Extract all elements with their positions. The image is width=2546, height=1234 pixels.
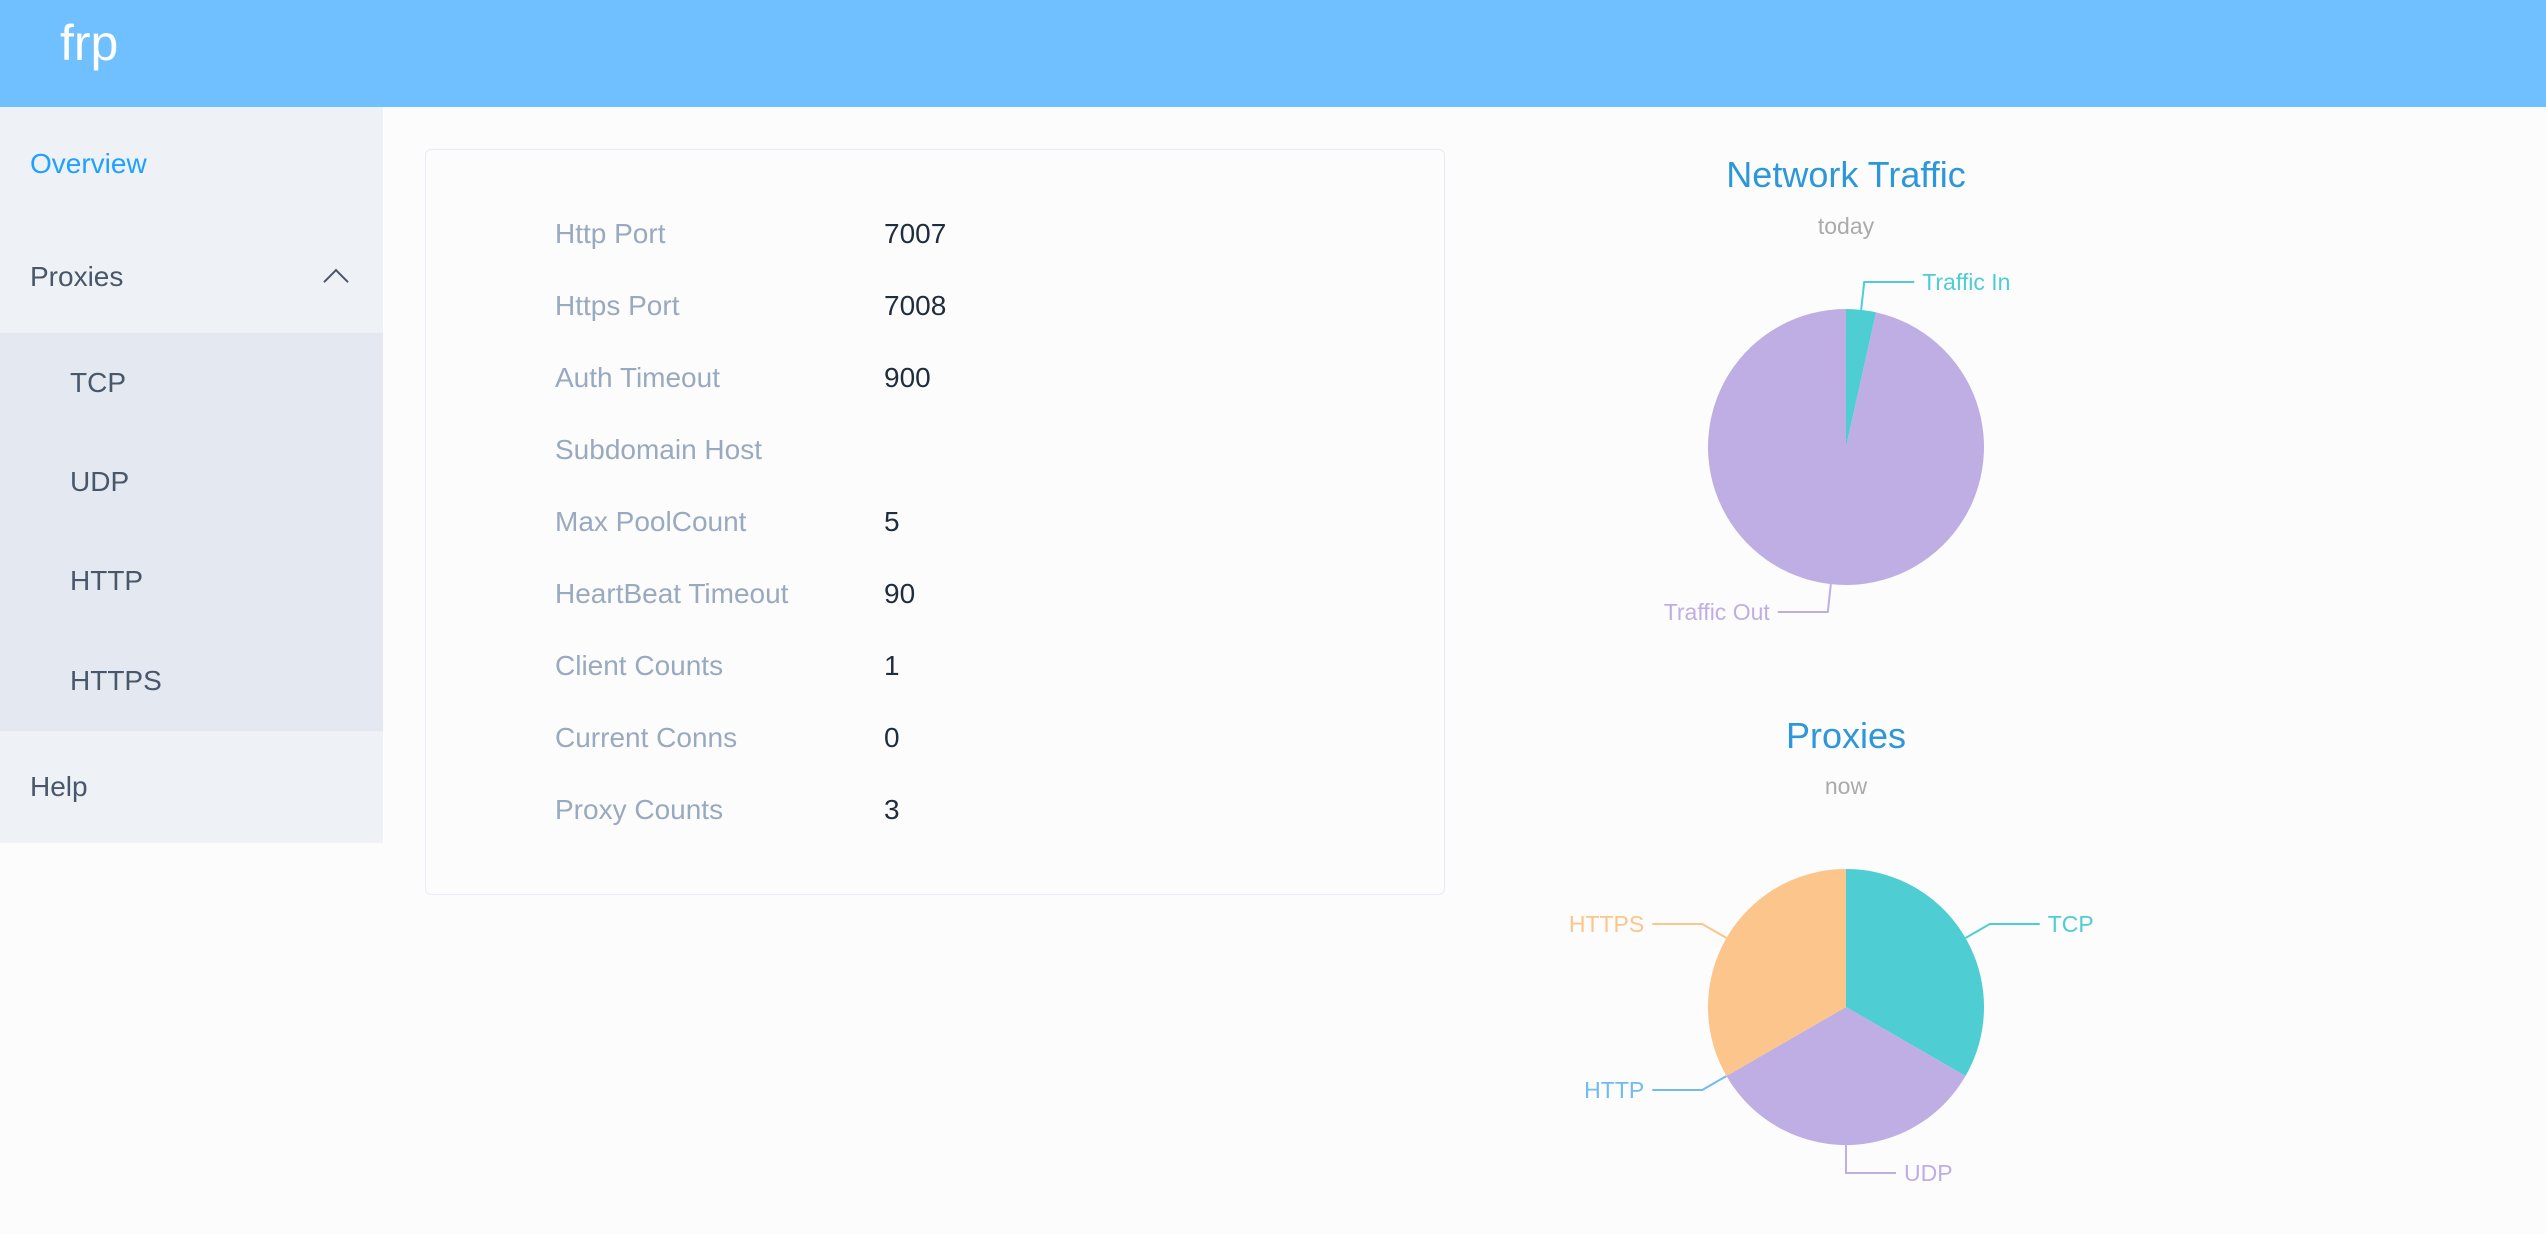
server-info-card: Http Port 7007 Https Port 7008 Auth Timeou…: [425, 149, 1445, 895]
label-line: [1652, 1075, 1727, 1091]
label-line: [1777, 584, 1832, 613]
chart-title: Proxies: [1786, 715, 1906, 756]
pie-slice-https[interactable]: [1708, 869, 1846, 1076]
info-row: HeartBeat Timeout 90: [426, 578, 1444, 618]
sidebar-item-https[interactable]: HTTPS: [70, 664, 162, 696]
chart-title: Network Traffic: [1726, 154, 1965, 195]
info-row: Auth Timeout 900: [426, 362, 1444, 402]
slice-label: HTTP: [1584, 1077, 1644, 1103]
info-label: Https Port: [555, 290, 680, 321]
info-row: Subdomain Host: [426, 434, 1444, 474]
slice-label: Traffic In: [1922, 269, 2010, 295]
sidebar-item-overview[interactable]: Overview: [30, 148, 147, 179]
label-line: [1965, 923, 2040, 939]
label-line: [1860, 281, 1915, 310]
info-label: Max PoolCount: [555, 506, 747, 537]
info-row: Max PoolCount 5: [426, 506, 1444, 546]
label-line: [1652, 923, 1727, 939]
slice-label: TCP: [2048, 911, 2094, 937]
info-label: HeartBeat Timeout: [555, 578, 789, 609]
pie-slice-traffic-out[interactable]: [1708, 309, 1985, 585]
sidebar-item-udp[interactable]: UDP: [70, 465, 130, 497]
info-label: Client Counts: [555, 650, 724, 681]
info-value: 5: [884, 506, 900, 537]
chart-subtitle: today: [1818, 213, 1875, 239]
info-row: Http Port 7007: [426, 218, 1444, 258]
info-value: 900: [884, 362, 931, 393]
info-value: 7008: [884, 290, 947, 321]
info-row: Client Counts 1: [426, 650, 1444, 690]
proxies-chart: Proxies now TCP UDP HTTP HTTPS: [1569, 715, 2094, 1186]
info-label: Proxy Counts: [555, 794, 724, 825]
info-label: Current Conns: [555, 722, 738, 753]
info-value: 7007: [884, 218, 947, 249]
info-row: Proxy Counts 3: [426, 794, 1444, 834]
info-row: Https Port 7008: [426, 290, 1444, 330]
info-value: 90: [884, 578, 916, 609]
pie-slice-tcp[interactable]: [1846, 869, 1984, 1076]
sidebar: Overview Proxies TCP UDP HTTP HTTPS Help: [0, 107, 383, 843]
sidebar-item-tcp[interactable]: TCP: [70, 366, 126, 398]
sidebar-item-help[interactable]: Help: [30, 771, 88, 802]
info-label: Auth Timeout: [555, 362, 720, 393]
proxies-submenu: TCP UDP HTTP HTTPS: [0, 333, 383, 731]
slice-label: Traffic Out: [1664, 599, 1771, 625]
sidebar-item-proxies[interactable]: Proxies: [0, 221, 383, 333]
info-value: 0: [884, 722, 900, 753]
info-value: 1: [884, 650, 900, 681]
chart-subtitle: now: [1825, 773, 1868, 799]
info-label: Subdomain Host: [555, 434, 763, 465]
info-row: Current Conns 0: [426, 722, 1444, 762]
top-header: frp: [0, 0, 2546, 107]
sidebar-item-http[interactable]: HTTP: [70, 564, 144, 596]
label-line: [1845, 1145, 1896, 1174]
sidebar-item-label: Proxies: [30, 261, 124, 292]
slice-label: HTTPS: [1569, 911, 1644, 937]
slice-label: UDP: [1904, 1160, 1953, 1186]
info-label: Http Port: [555, 218, 666, 249]
info-value: 3: [884, 794, 900, 825]
app-logo[interactable]: frp: [60, 15, 119, 71]
network-traffic-chart: Network Traffic today Traffic In Traffic …: [1664, 154, 2011, 625]
pie-slice-traffic-in[interactable]: [1846, 309, 1877, 447]
